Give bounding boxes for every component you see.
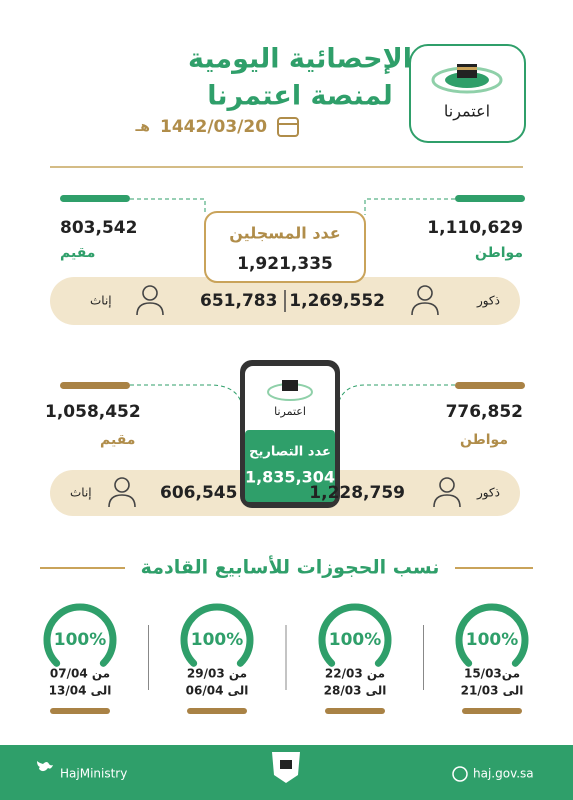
phone-logo-text: اعتمرنا	[274, 405, 306, 418]
week-from: من 22/03	[325, 667, 385, 681]
males-count: 1,228,759	[309, 483, 405, 503]
females-label: إناث	[90, 294, 112, 308]
females-count: 606,545	[160, 483, 237, 503]
week-bar	[50, 708, 110, 714]
total-box	[204, 211, 366, 283]
gauge-arc	[455, 603, 529, 667]
website: haj.gov.sa	[473, 767, 534, 781]
total-count: 1,835,304	[245, 468, 335, 487]
accent-bar	[60, 382, 130, 389]
residents-count: 803,542	[60, 218, 137, 238]
residents-count: 1,058,452	[45, 402, 141, 422]
twitter-icon	[37, 761, 53, 772]
week-to: الى 28/03	[324, 684, 387, 698]
calendar-icon	[277, 117, 299, 137]
ministry-emblem	[272, 752, 300, 783]
female-icon	[108, 477, 136, 508]
logo-text: اعتمرنا	[444, 102, 490, 122]
total-title: عدد التصاريح	[249, 445, 331, 460]
connector	[130, 198, 455, 215]
gauge-arc	[43, 603, 117, 667]
males-label: ذكور	[476, 486, 500, 501]
males-label: ذكور	[476, 294, 500, 309]
citizens-label: مواطن	[460, 432, 508, 448]
female-icon	[136, 285, 164, 316]
male-icon	[433, 477, 461, 508]
gauge-label: 100%	[191, 630, 244, 650]
twitter-handle: HajMinistry	[60, 767, 127, 781]
week-bar	[187, 708, 247, 714]
females-label: إناث	[70, 486, 92, 500]
bookings-title: نسب الحجوزات للأسابيع القادمة	[141, 556, 440, 579]
total-count: 1,921,335	[237, 254, 333, 274]
residents-label: مقيم	[100, 432, 135, 448]
accent-bar	[60, 195, 130, 202]
week-to: الى 06/04	[186, 684, 249, 698]
gauge-arc	[318, 603, 392, 667]
male-icon	[411, 285, 439, 316]
gauge-arc	[180, 603, 254, 667]
week-to: الى 21/03	[461, 684, 524, 698]
week-bar	[462, 708, 522, 714]
globe-icon	[452, 766, 468, 782]
week-to: الى 13/04	[49, 684, 112, 698]
logo: اعتمرنا	[409, 44, 526, 143]
date-suffix: هـ	[135, 119, 151, 135]
gauge-label: 100%	[329, 630, 382, 650]
phone: اعتمرنا	[240, 360, 340, 508]
gauge-label: 100%	[54, 630, 107, 650]
week-bar	[325, 708, 385, 714]
citizens-label: مواطن	[475, 245, 523, 261]
citizens-count: 776,852	[446, 402, 523, 422]
title-line-2: لمنصة اعتمرنا	[207, 81, 393, 112]
males-count: 1,269,552	[289, 291, 385, 311]
week-from: من15/03	[464, 667, 520, 681]
date: هـ 1442/03/20	[135, 117, 299, 137]
total-title: عدد المسجلين	[229, 224, 340, 243]
title-line-1: الإحصائية اليومية	[188, 44, 412, 75]
weeks: 100% من15/03 الى 21/03 100% من 22/03 الى 28/0…	[43, 603, 529, 714]
date-value: 1442/03/20	[160, 117, 267, 137]
gauge-label: 100%	[466, 630, 519, 650]
accent-bar	[455, 382, 525, 389]
week-from: من 07/04	[50, 667, 110, 681]
citizens-count: 1,110,629	[427, 218, 523, 238]
accent-bar	[455, 195, 525, 202]
residents-label: مقيم	[60, 245, 95, 261]
females-count: 651,783	[200, 291, 277, 311]
week-from: من 29/03	[187, 667, 247, 681]
